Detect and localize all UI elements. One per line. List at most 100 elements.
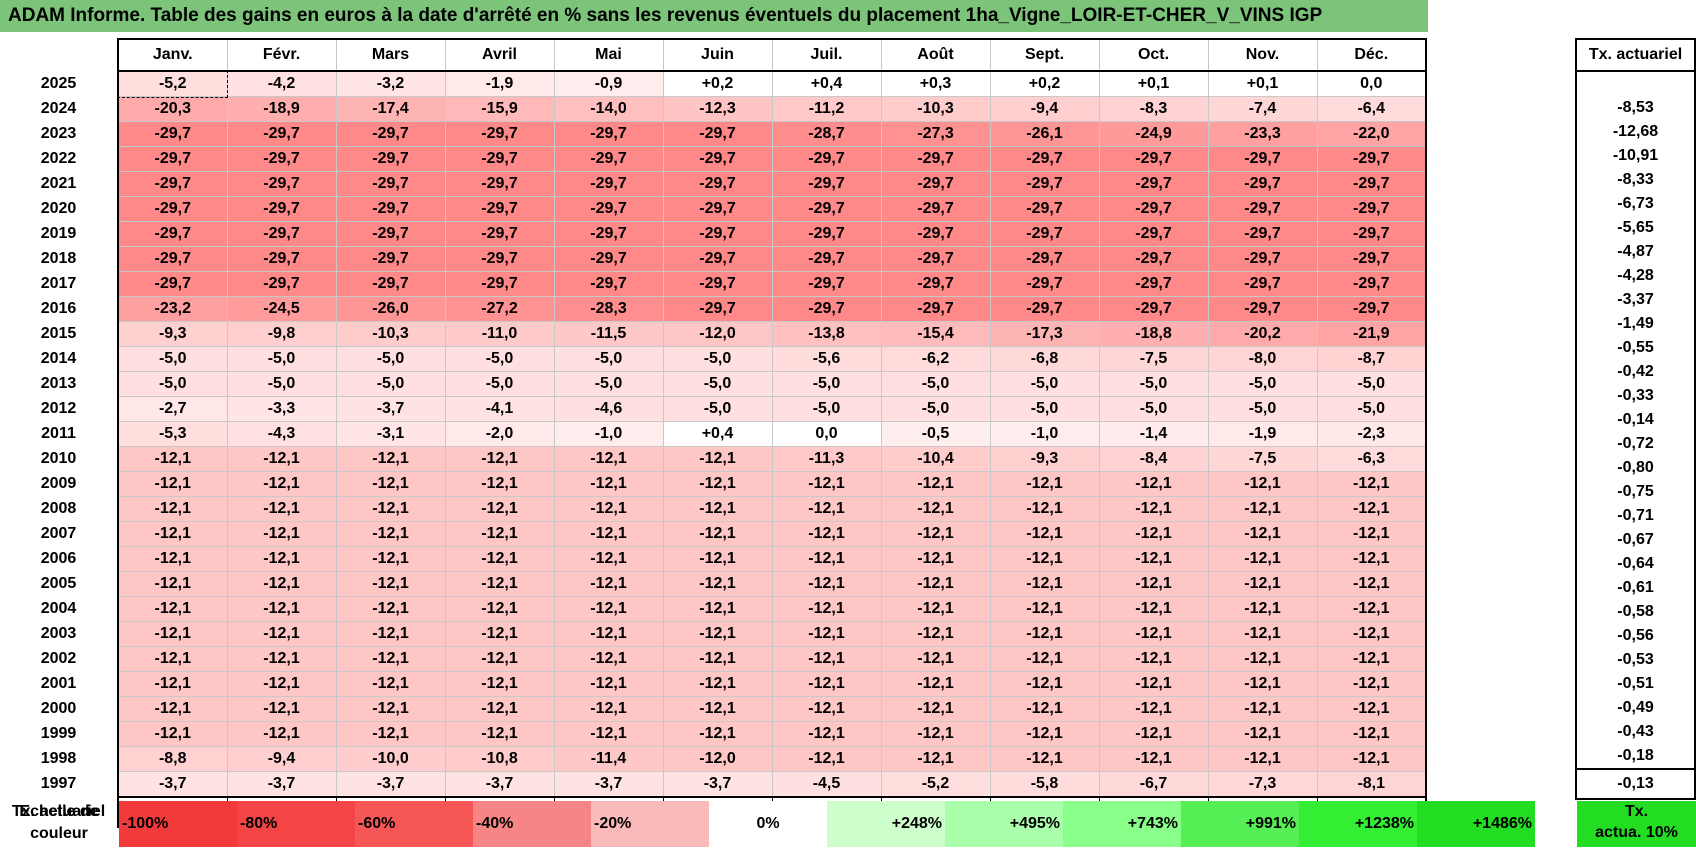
- year-label: 2003: [40, 625, 77, 642]
- gain-cell: -3,7: [226, 771, 337, 798]
- gain-cell: -12,1: [117, 496, 228, 522]
- year-label: 2023: [40, 125, 77, 142]
- gain-cell: -29,7: [553, 171, 664, 197]
- gain-cell: -29,7: [1098, 171, 1209, 197]
- actuarial-rate-cell: -1,49: [1575, 312, 1696, 336]
- year-label: 2015: [40, 325, 77, 342]
- gain-cell: -5,0: [335, 371, 446, 397]
- actuarial-rate-header: Tx. actuariel: [1575, 38, 1696, 72]
- gain-cell: -12,1: [662, 571, 773, 597]
- gain-cell: -12,1: [771, 696, 882, 722]
- gain-cell: -17,3: [989, 321, 1100, 347]
- gain-cell: -12,1: [880, 646, 991, 672]
- year-label: 2002: [40, 650, 77, 667]
- gain-cell: -12,1: [1098, 571, 1209, 597]
- gain-cell: -0,5: [880, 421, 991, 447]
- year-row: 2015 -9,3 -9,8 -10,3 -11,0 -11,5 -12,0 -13,8 -15…: [0, 321, 1427, 347]
- gain-cell: 0,0: [771, 421, 882, 447]
- gain-cell: -12,1: [226, 696, 337, 722]
- gain-cell: -15,4: [880, 321, 991, 347]
- gain-cell: -11,5: [553, 321, 664, 347]
- gain-cell: -12,1: [1316, 746, 1427, 772]
- year-row: 2019 -29,7 -29,7 -29,7 -29,7 -29,7 -29,7 -29,7-…: [0, 221, 1427, 247]
- color-scale-label: Echelle de couleur: [0, 799, 118, 847]
- gain-cell: -10,8: [444, 746, 555, 772]
- year-row: 2000 -12,1 -12,1 -12,1 -12,1 -12,1 -12,1 -12,1-…: [0, 696, 1427, 722]
- gain-cell: -12,1: [335, 446, 446, 472]
- gain-cell: -15,9: [444, 96, 555, 122]
- month-header: Juil.: [771, 38, 882, 72]
- gain-cell: -29,7: [117, 121, 228, 147]
- gain-cell: -12,1: [1207, 596, 1318, 622]
- year-row: 2004 -12,1 -12,1 -12,1 -12,1 -12,1 -12,1 -12,1-…: [0, 596, 1427, 622]
- gain-cell: +0,4: [662, 421, 773, 447]
- color-scale-swatch: -20%: [591, 801, 709, 847]
- gain-cell: -29,7: [989, 296, 1100, 322]
- year-label: 2022: [40, 150, 77, 167]
- gain-cell: -10,3: [880, 96, 991, 122]
- gain-cell: -29,7: [226, 171, 337, 197]
- actuarial-rate-cell: -0,18: [1575, 744, 1696, 769]
- gain-cell: -29,7: [335, 171, 446, 197]
- gain-cell: -12,1: [1316, 571, 1427, 597]
- color-scale-swatch: +743%: [1063, 801, 1181, 847]
- gain-cell: -22,0: [1316, 121, 1427, 147]
- gain-cell: -12,1: [1207, 696, 1318, 722]
- gain-cell: -12,1: [989, 646, 1100, 672]
- gain-cell: -29,7: [335, 271, 446, 297]
- gain-cell: -12,1: [989, 671, 1100, 697]
- gain-cell: -8,7: [1316, 346, 1427, 372]
- gain-cell: -12,1: [1207, 471, 1318, 497]
- gain-cell: -7,5: [1098, 346, 1209, 372]
- gain-cell: -29,7: [662, 271, 773, 297]
- gain-cell: -29,7: [771, 196, 882, 222]
- year-label: 2013: [40, 375, 77, 392]
- year-row: 2023 -29,7 -29,7 -29,7 -29,7 -29,7 -29,7 -28,7-…: [0, 121, 1427, 147]
- actuarial-rate-cell: -0,58: [1575, 600, 1696, 624]
- gain-cell: -9,4: [226, 746, 337, 772]
- gain-cell: -9,3: [117, 321, 228, 347]
- gain-cell: -29,7: [662, 296, 773, 322]
- actuarial-rate-swatch: Tx. actua. 10%: [1577, 801, 1696, 847]
- gain-cell: -20,2: [1207, 321, 1318, 347]
- gain-cell: -29,7: [662, 221, 773, 247]
- gain-cell: -29,7: [1207, 271, 1318, 297]
- actuarial-rate-cell: -3,37: [1575, 288, 1696, 312]
- gain-cell: -29,7: [989, 246, 1100, 272]
- year-row: 2003 -12,1 -12,1 -12,1 -12,1 -12,1 -12,1 -12,1-…: [0, 621, 1427, 647]
- gain-cell: -5,0: [335, 346, 446, 372]
- month-header: Janv.: [117, 38, 228, 72]
- gain-cell: -29,7: [117, 271, 228, 297]
- gain-cell: -4,5: [771, 771, 882, 798]
- gain-cell: -6,8: [989, 346, 1100, 372]
- gain-cell: -29,7: [1098, 221, 1209, 247]
- gain-cell: -12,1: [444, 671, 555, 697]
- gain-cell: -5,2: [117, 70, 228, 98]
- gain-cell: -29,7: [880, 196, 991, 222]
- gain-cell: +0,1: [1098, 70, 1209, 97]
- gain-cell: -7,4: [1207, 96, 1318, 122]
- gain-cell: -29,7: [226, 271, 337, 297]
- gain-cell: -12,1: [226, 646, 337, 672]
- gain-cell: -12,1: [226, 571, 337, 597]
- gain-cell: -29,7: [880, 146, 991, 172]
- gain-cell: -4,6: [553, 396, 664, 422]
- gain-cell: -12,1: [226, 721, 337, 747]
- actuarial-rate-cell: -8,53: [1575, 96, 1696, 120]
- gain-cell: -29,7: [553, 246, 664, 272]
- gain-cell: +0,1: [1207, 70, 1318, 97]
- gain-cell: -8,4: [1098, 446, 1209, 472]
- month-header-row: Janv. Févr. Mars Avril Mai Juin Juil. Août Sept.…: [0, 38, 1427, 72]
- gain-cell: -12,1: [553, 446, 664, 472]
- actuarial-rate-cell: -0,71: [1575, 504, 1696, 528]
- gain-cell: -29,7: [662, 246, 773, 272]
- gain-cell: -12,1: [335, 571, 446, 597]
- month-header: Nov.: [1207, 38, 1318, 72]
- gain-cell: -12,1: [989, 546, 1100, 572]
- gain-cell: -12,1: [444, 696, 555, 722]
- gain-cell: -5,0: [1098, 371, 1209, 397]
- gain-cell: -29,7: [662, 196, 773, 222]
- gain-cell: -12,1: [1098, 671, 1209, 697]
- actuarial-rate-cell: -0,55: [1575, 336, 1696, 360]
- gain-cell: -12,1: [117, 521, 228, 547]
